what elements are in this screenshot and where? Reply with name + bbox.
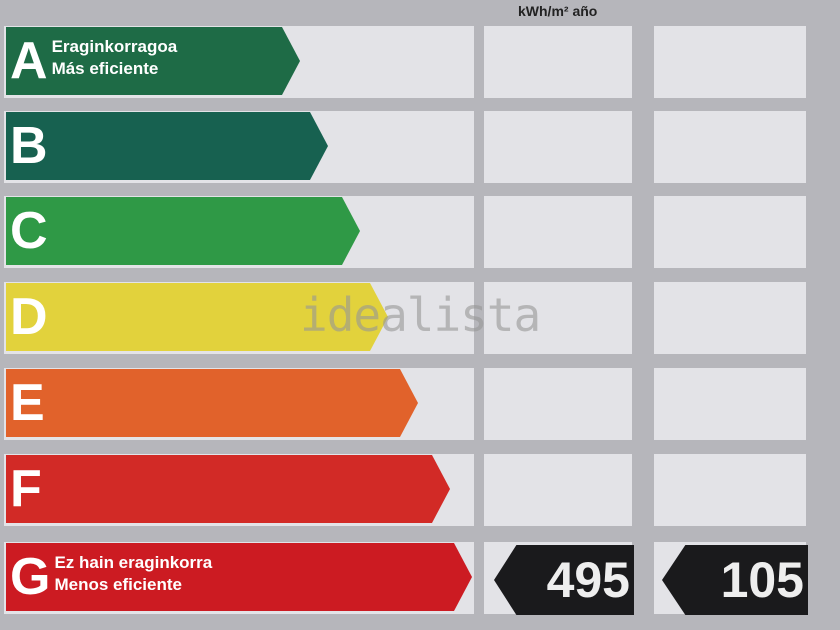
watermark: idealista [300, 288, 541, 342]
rating-arrow-g: G Ez hain eraginkorra Menos eficiente [6, 543, 472, 611]
scale-cell [484, 26, 632, 98]
scale-cell [654, 26, 806, 98]
scale-cell [484, 282, 632, 354]
scale-cell [654, 111, 806, 183]
scale-cell [654, 454, 806, 526]
scale-cell [654, 282, 806, 354]
emissions-value: 105 [662, 545, 808, 615]
rating-letter: B [10, 117, 48, 175]
rating-arrow-e: E [6, 369, 418, 437]
rating-arrow-c: C [6, 197, 360, 265]
rating-arrow-f: F [6, 455, 450, 523]
scale-cell [484, 454, 632, 526]
scale-cell [484, 111, 632, 183]
rating-letter: C [10, 202, 48, 260]
rating-letter: F [10, 460, 42, 518]
rating-letter: G [10, 548, 51, 606]
rating-label-eu: Ez hain eraginkorra [54, 553, 213, 572]
rating-label-es: Menos eficiente [54, 575, 182, 594]
scale-cell [484, 196, 632, 268]
consumption-value: 495 [494, 545, 634, 615]
rating-letter: A [10, 32, 48, 90]
rating-letter: D [10, 288, 48, 346]
rating-label-eu: Eraginkorragoa [51, 37, 178, 56]
rating-letter: E [10, 374, 45, 432]
rating-arrow-d: D [6, 283, 388, 351]
scale-cell [654, 196, 806, 268]
rating-label-es: Más eficiente [51, 59, 159, 78]
unit-header: kWh/m² año [518, 3, 598, 19]
rating-arrow-b: B [6, 112, 328, 180]
scale-cell [484, 368, 632, 440]
scale-cell [654, 368, 806, 440]
rating-arrow-a: A Eraginkorragoa Más eficiente [6, 27, 300, 95]
